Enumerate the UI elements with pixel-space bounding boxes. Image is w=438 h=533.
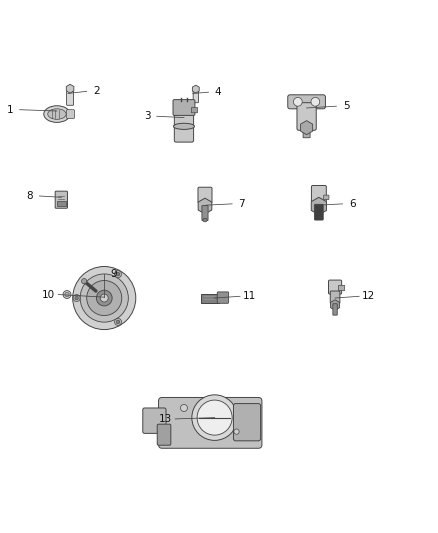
FancyBboxPatch shape bbox=[314, 204, 323, 220]
Text: 6: 6 bbox=[349, 199, 356, 209]
Text: 3: 3 bbox=[144, 111, 151, 122]
Circle shape bbox=[65, 292, 69, 297]
Polygon shape bbox=[300, 120, 313, 135]
FancyBboxPatch shape bbox=[297, 103, 316, 130]
Circle shape bbox=[115, 318, 122, 326]
Text: 1: 1 bbox=[7, 104, 14, 115]
FancyBboxPatch shape bbox=[157, 424, 171, 445]
Circle shape bbox=[293, 98, 302, 106]
Bar bbox=[57, 201, 66, 206]
FancyBboxPatch shape bbox=[217, 292, 229, 303]
Text: 4: 4 bbox=[215, 87, 222, 97]
Text: 7: 7 bbox=[238, 199, 245, 209]
FancyBboxPatch shape bbox=[143, 408, 166, 433]
Polygon shape bbox=[311, 197, 326, 215]
FancyBboxPatch shape bbox=[330, 291, 340, 303]
Circle shape bbox=[75, 296, 78, 300]
FancyBboxPatch shape bbox=[193, 91, 198, 103]
Circle shape bbox=[192, 395, 237, 440]
FancyBboxPatch shape bbox=[174, 110, 194, 142]
Circle shape bbox=[115, 271, 122, 278]
Text: 10: 10 bbox=[42, 289, 55, 300]
Ellipse shape bbox=[44, 106, 70, 123]
Text: 2: 2 bbox=[93, 86, 100, 96]
Circle shape bbox=[63, 290, 71, 298]
Circle shape bbox=[311, 98, 320, 106]
FancyBboxPatch shape bbox=[333, 304, 337, 315]
Polygon shape bbox=[198, 198, 212, 214]
Circle shape bbox=[100, 294, 108, 302]
Circle shape bbox=[73, 295, 80, 302]
Polygon shape bbox=[66, 84, 74, 93]
FancyBboxPatch shape bbox=[311, 185, 326, 202]
Circle shape bbox=[96, 290, 112, 306]
Polygon shape bbox=[192, 85, 199, 93]
Polygon shape bbox=[201, 294, 219, 303]
Circle shape bbox=[234, 429, 239, 434]
Polygon shape bbox=[331, 300, 339, 310]
FancyBboxPatch shape bbox=[159, 398, 262, 448]
Ellipse shape bbox=[203, 219, 207, 222]
Text: 5: 5 bbox=[343, 101, 350, 111]
Circle shape bbox=[117, 320, 120, 324]
FancyBboxPatch shape bbox=[303, 127, 310, 138]
FancyBboxPatch shape bbox=[198, 187, 212, 203]
Text: 13: 13 bbox=[159, 414, 172, 424]
Circle shape bbox=[87, 280, 122, 316]
Text: 9: 9 bbox=[110, 269, 117, 279]
FancyBboxPatch shape bbox=[67, 110, 74, 118]
FancyBboxPatch shape bbox=[191, 108, 198, 113]
FancyBboxPatch shape bbox=[55, 191, 67, 208]
Ellipse shape bbox=[48, 109, 66, 119]
FancyBboxPatch shape bbox=[202, 206, 208, 221]
Circle shape bbox=[197, 400, 232, 435]
Circle shape bbox=[80, 274, 128, 322]
Circle shape bbox=[81, 279, 87, 284]
FancyBboxPatch shape bbox=[324, 195, 329, 199]
FancyBboxPatch shape bbox=[288, 95, 325, 109]
Circle shape bbox=[73, 266, 136, 329]
Circle shape bbox=[180, 405, 187, 411]
FancyBboxPatch shape bbox=[67, 91, 74, 106]
Text: 12: 12 bbox=[362, 291, 375, 301]
Ellipse shape bbox=[173, 123, 194, 130]
FancyBboxPatch shape bbox=[233, 403, 261, 441]
Text: 8: 8 bbox=[26, 191, 33, 201]
FancyBboxPatch shape bbox=[339, 285, 345, 290]
Text: 11: 11 bbox=[243, 291, 256, 301]
FancyBboxPatch shape bbox=[328, 280, 342, 294]
FancyBboxPatch shape bbox=[173, 100, 195, 115]
Circle shape bbox=[117, 272, 120, 276]
